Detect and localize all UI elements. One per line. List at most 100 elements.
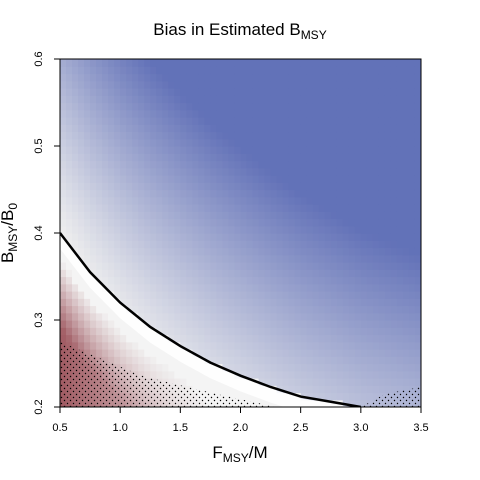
heatmap-cell [210,262,218,270]
heatmap-cell [360,153,368,162]
heatmap-cell [228,189,236,198]
heatmap-cell [222,117,230,125]
heatmap-cell [102,211,109,220]
heatmap-cell [300,175,308,183]
heatmap-cell [264,240,272,249]
heatmap-cell [264,291,272,299]
heatmap-cell [84,233,91,241]
heatmap-cell [306,138,314,147]
heatmap-cell [384,363,392,372]
heatmap-cell [228,240,236,249]
heatmap-cell [312,138,320,147]
heatmap-cell [318,211,326,220]
heatmap-cell [234,254,242,263]
heatmap-cell [144,204,151,212]
heatmap-cell [360,146,368,154]
heatmap-cell [108,153,115,162]
heatmap-cell [192,95,199,104]
heatmap-cell [318,254,326,263]
heatmap-cell [90,312,97,321]
heatmap-cell [132,153,139,162]
heatmap-cell [306,334,314,343]
heatmap-cell [324,196,332,205]
heatmap-cell [354,153,362,162]
heatmap-cell [318,269,326,278]
heatmap-cell [228,225,236,234]
heatmap-cell [186,80,193,89]
heatmap-cell [264,254,272,263]
heatmap-cell [210,305,218,314]
heatmap-cell [150,138,157,147]
heatmap-cell [210,131,218,140]
heatmap-cell [288,363,296,372]
heatmap-cell [174,334,181,343]
heatmap-cell [294,88,302,96]
heatmap-cell [198,320,205,328]
heatmap-cell [162,196,169,205]
heatmap-cell [258,305,266,314]
heatmap-cell [150,204,157,212]
heatmap-cell [294,124,302,133]
heatmap-cell [384,160,392,169]
heatmap-cell [288,66,296,75]
heatmap-cell [324,363,332,372]
heatmap-cell [408,283,416,292]
heatmap-cell [360,233,368,241]
heatmap-cell [390,385,398,394]
heatmap-cell [198,262,205,270]
heatmap-cell [180,204,187,212]
heatmap-cell [324,356,332,365]
heatmap-cell [192,88,199,96]
heatmap-cell [288,59,296,67]
heatmap-cell [72,175,79,183]
heatmap-cell [150,276,157,285]
heatmap-cell [282,196,290,205]
heatmap-cell [378,341,386,350]
heatmap-cell [312,175,320,183]
heatmap-cell [396,153,404,162]
heatmap-cell [234,196,242,205]
heatmap-cell [312,363,320,372]
heatmap-cell [330,312,338,321]
heatmap-cell [234,73,242,82]
heatmap-cell [120,95,127,104]
heatmap-cell [204,160,212,169]
heatmap-cell [186,102,193,111]
heatmap-cell [198,80,205,89]
heatmap-cell [372,124,380,133]
heatmap-cell [90,167,97,176]
heatmap-cell [120,138,127,147]
heatmap-cell [192,59,199,67]
heatmap-cell [204,254,212,263]
heatmap-cell [378,385,386,394]
heatmap-cell [60,59,67,67]
heatmap-cell [360,102,368,111]
heatmap-cell [288,175,296,183]
heatmap-cell [174,175,181,183]
heatmap-cell [354,262,362,270]
heatmap-cell [174,102,181,111]
heatmap-cell [132,88,139,96]
heatmap-cell [282,167,290,176]
heatmap-cell [180,182,187,191]
heatmap-cell [318,262,326,270]
heatmap-cell [228,109,236,118]
heatmap-cell [366,211,374,220]
heatmap-cell [282,283,290,292]
heatmap-cell [126,95,133,104]
heatmap-cell [108,117,115,125]
heatmap-cell [384,196,392,205]
heatmap-cell [84,327,91,336]
heatmap-cell [414,320,421,328]
heatmap-cell [138,160,145,169]
heatmap-cell [348,327,356,336]
heatmap-cell [264,204,272,212]
heatmap-cell [276,370,284,379]
heatmap-cell [396,327,404,336]
heatmap-cell [282,298,290,307]
heatmap-cell [252,109,260,118]
heatmap-cell [126,254,133,263]
heatmap-cell [138,146,145,154]
heatmap-cell [306,196,314,205]
